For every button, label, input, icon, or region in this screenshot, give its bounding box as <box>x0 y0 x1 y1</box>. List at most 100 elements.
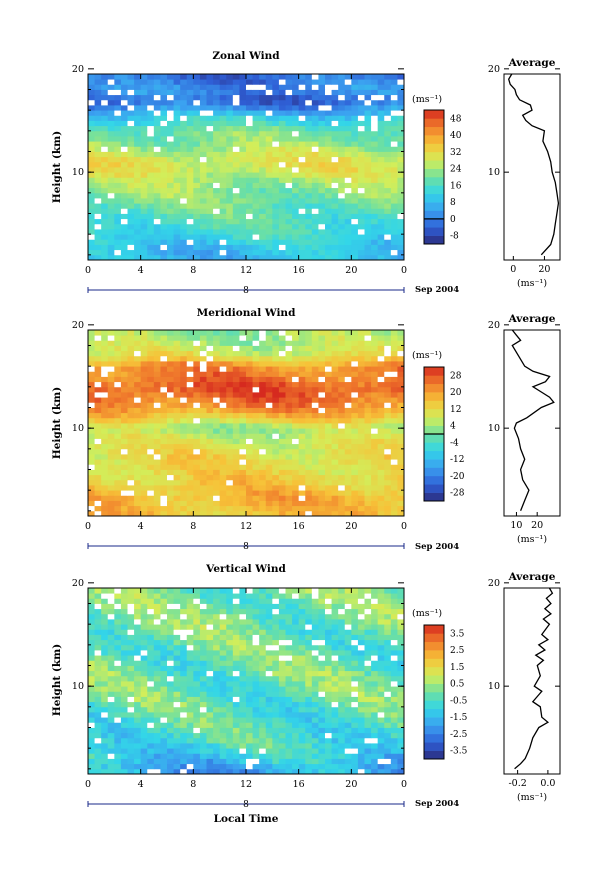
heatmap-cell <box>180 381 188 388</box>
heatmap-cell <box>153 355 161 362</box>
heatmap-cell <box>298 706 306 713</box>
heatmap-cell <box>107 500 115 507</box>
heatmap-cell <box>318 665 326 672</box>
heatmap-cell <box>252 192 260 199</box>
heatmap-cell <box>226 485 234 491</box>
heatmap-cell <box>259 386 267 393</box>
heatmap-cell <box>140 748 148 754</box>
heatmap-cell <box>88 79 95 85</box>
heatmap-cell <box>285 500 293 507</box>
heatmap-cell <box>278 717 286 723</box>
heatmap-cell <box>278 743 286 749</box>
heatmap-cell <box>173 397 181 403</box>
heatmap-cell <box>252 229 260 235</box>
heatmap-cell <box>167 670 174 677</box>
heatmap-cell <box>213 665 221 672</box>
heatmap-cell <box>173 407 181 414</box>
heatmap-cell <box>344 448 352 455</box>
heatmap-cell <box>357 177 365 183</box>
heatmap-cell <box>153 686 161 692</box>
heatmap-cell <box>134 177 142 183</box>
heatmap-cell <box>344 706 352 713</box>
heatmap-cell <box>219 433 227 439</box>
heatmap-cell <box>390 350 398 357</box>
heatmap-cell <box>94 639 102 646</box>
heatmap-cell <box>265 753 273 759</box>
heatmap-cell <box>371 485 379 491</box>
heatmap-cell <box>173 99 181 106</box>
heatmap-cell <box>127 423 135 429</box>
heatmap-cell <box>246 454 253 460</box>
heatmap-cell <box>344 660 352 666</box>
heatmap-cell <box>180 639 188 646</box>
heatmap-cell <box>167 428 174 434</box>
heatmap-cell <box>265 485 273 491</box>
heatmap-cell <box>305 469 313 476</box>
heatmap-cell <box>252 366 260 372</box>
heatmap-cell <box>120 223 128 230</box>
heatmap-cell <box>94 330 102 336</box>
heatmap-cell <box>101 737 109 744</box>
heatmap-cell <box>285 120 293 127</box>
heatmap-cell <box>364 376 372 383</box>
heatmap-cell <box>344 748 352 754</box>
heatmap-cell <box>114 732 122 739</box>
heatmap-cell <box>153 650 161 656</box>
heatmap-cell <box>292 402 300 408</box>
heatmap-cell <box>311 639 319 646</box>
heatmap-cell <box>259 105 267 111</box>
heatmap-cell <box>94 89 102 96</box>
heatmap-cell <box>134 732 142 739</box>
heatmap-cell <box>193 234 201 240</box>
heatmap-cell <box>94 115 102 121</box>
heatmap-cell <box>318 412 326 419</box>
heatmap-cell <box>298 464 306 470</box>
heatmap-cell <box>226 136 234 142</box>
heatmap-cell <box>180 141 188 147</box>
heatmap-cell <box>318 753 326 759</box>
heatmap-cell <box>390 234 398 240</box>
heatmap-cell <box>107 650 115 656</box>
heatmap-cell <box>377 474 385 481</box>
heatmap-cell <box>226 474 234 481</box>
heatmap-cell <box>377 386 385 393</box>
heatmap-cell <box>107 130 115 137</box>
heatmap-cell <box>364 187 372 194</box>
heatmap-cell <box>134 748 142 754</box>
heatmap-cell <box>259 397 267 403</box>
heatmap-cell <box>377 490 385 496</box>
heatmap-cell <box>331 94 339 101</box>
heatmap-cell <box>94 479 102 486</box>
heatmap-cell <box>180 485 188 491</box>
heatmap-cell <box>252 345 260 352</box>
heatmap-cell <box>186 99 194 106</box>
heatmap-cell <box>318 629 326 635</box>
heatmap-cell <box>272 722 280 728</box>
heatmap-cell <box>318 717 326 723</box>
heatmap-cell <box>325 335 332 341</box>
heatmap-cell <box>239 177 247 183</box>
heatmap-cell <box>298 737 306 744</box>
heatmap-cell <box>101 758 109 765</box>
heatmap-cell <box>344 213 352 220</box>
heatmap-cell <box>311 495 319 501</box>
heatmap-cell <box>239 660 247 666</box>
heatmap-cell <box>226 691 234 697</box>
heatmap-cell <box>147 89 155 96</box>
heatmap-cell <box>364 629 372 635</box>
heatmap-cell <box>318 182 326 189</box>
heatmap-cell <box>153 172 161 178</box>
heatmap-cell <box>199 198 207 204</box>
heatmap-cell <box>101 438 109 445</box>
heatmap-cell <box>325 84 332 90</box>
heatmap-cell <box>160 454 168 460</box>
heatmap-cell <box>114 433 122 439</box>
heatmap-cell <box>193 402 201 408</box>
heatmap-cell <box>364 727 372 734</box>
colorbar-swatch <box>424 218 444 228</box>
heatmap-cell <box>186 722 194 728</box>
heatmap-cell <box>318 340 326 346</box>
heatmap-cell <box>318 417 326 424</box>
heatmap-cell <box>180 412 188 419</box>
heatmap-cell <box>285 686 293 692</box>
